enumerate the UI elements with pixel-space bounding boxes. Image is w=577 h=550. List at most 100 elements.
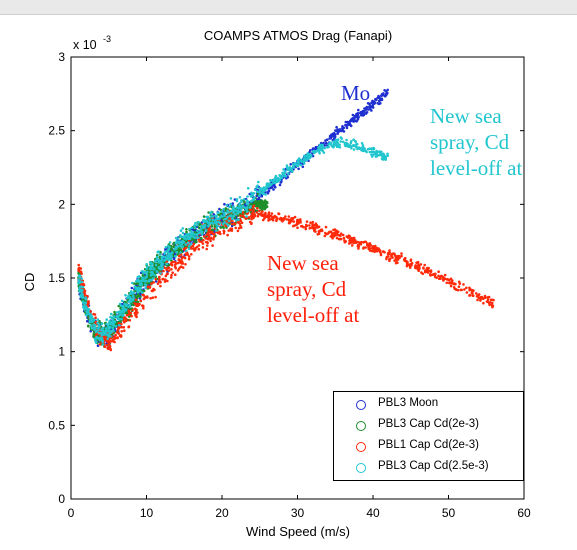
scatter-point bbox=[199, 228, 203, 231]
scatter-point bbox=[187, 232, 191, 236]
scatter-point bbox=[216, 220, 219, 224]
scatter-point bbox=[468, 288, 471, 292]
scatter-point bbox=[321, 149, 324, 152]
scatter-point bbox=[135, 279, 138, 283]
scatter-point bbox=[142, 297, 146, 301]
scatter-point bbox=[124, 293, 127, 297]
scatter-point bbox=[324, 225, 328, 229]
scatter-point bbox=[212, 238, 215, 241]
scatter-point bbox=[83, 308, 86, 311]
scatter-point bbox=[160, 258, 164, 262]
scatter-point bbox=[168, 252, 171, 256]
scatter-point bbox=[267, 217, 271, 220]
scatter-point bbox=[106, 347, 110, 351]
scatter-point bbox=[225, 217, 228, 221]
legend-entry: PBL3 Cap Cd(2e-3) bbox=[334, 417, 523, 435]
scatter-point bbox=[132, 291, 135, 294]
scatter-point bbox=[341, 140, 345, 144]
scatter-point bbox=[240, 221, 244, 225]
scatter-point bbox=[309, 149, 312, 152]
scatter-point bbox=[378, 150, 382, 153]
scatter-point bbox=[268, 182, 272, 185]
scatter-point bbox=[454, 288, 458, 291]
scatter-point bbox=[128, 319, 132, 322]
scatter-point bbox=[262, 187, 266, 191]
scatter-point bbox=[206, 244, 209, 247]
scatter-point bbox=[352, 240, 355, 244]
scatter-point bbox=[154, 295, 157, 299]
scatter-point bbox=[301, 165, 305, 169]
scatter-point bbox=[188, 244, 191, 248]
scatter-point bbox=[345, 138, 348, 142]
scatter-point bbox=[377, 102, 381, 106]
scatter-point bbox=[258, 194, 261, 197]
scatter-point bbox=[142, 306, 145, 310]
scatter-point bbox=[360, 142, 364, 145]
scatter-point bbox=[168, 255, 172, 258]
scatter-point bbox=[388, 257, 391, 261]
scatter-point bbox=[355, 119, 359, 122]
scatter-point bbox=[215, 222, 218, 226]
scatter-point bbox=[151, 265, 154, 269]
scatter-point bbox=[254, 202, 258, 205]
scatter-point bbox=[170, 251, 174, 255]
scatter-point bbox=[136, 291, 140, 294]
scatter-point bbox=[286, 167, 290, 171]
scatter-point bbox=[136, 275, 140, 279]
scatter-point bbox=[348, 144, 352, 147]
scatter-point bbox=[489, 298, 493, 302]
scatter-point bbox=[370, 153, 373, 156]
scatter-point bbox=[448, 281, 452, 285]
scatter-point bbox=[124, 308, 128, 311]
scatter-point bbox=[153, 273, 157, 277]
scatter-point bbox=[334, 232, 338, 235]
scatter-point bbox=[311, 220, 315, 224]
scatter-point bbox=[180, 237, 184, 241]
scatter-point bbox=[141, 276, 144, 279]
scatter-point bbox=[243, 200, 246, 204]
scatter-point bbox=[482, 301, 485, 305]
scatter-point bbox=[463, 288, 466, 291]
scatter-point bbox=[163, 280, 167, 283]
scatter-point bbox=[285, 218, 289, 221]
scatter-point bbox=[305, 154, 309, 158]
scatter-point bbox=[347, 120, 351, 124]
scatter-point bbox=[299, 225, 303, 228]
scatter-point bbox=[118, 323, 121, 327]
scatter-point bbox=[318, 151, 321, 155]
scatter-point bbox=[322, 151, 326, 154]
scatter-point bbox=[300, 160, 304, 164]
scatter-point bbox=[181, 245, 184, 249]
series-points bbox=[77, 136, 390, 346]
scatter-point bbox=[200, 224, 203, 228]
scatter-point bbox=[118, 302, 122, 306]
scatter-point bbox=[258, 205, 262, 208]
scatter-point bbox=[122, 326, 126, 329]
scatter-point bbox=[120, 304, 123, 308]
scatter-point bbox=[116, 330, 119, 333]
scatter-point bbox=[107, 333, 110, 336]
scatter-point bbox=[164, 257, 168, 260]
scatter-point bbox=[113, 320, 117, 323]
scatter-point bbox=[252, 192, 256, 195]
scatter-point bbox=[193, 236, 197, 239]
y-tick-label: 2.5 bbox=[48, 124, 65, 138]
scatter-point bbox=[477, 294, 480, 297]
scatter-point bbox=[279, 217, 282, 221]
scatter-point bbox=[274, 177, 278, 180]
legend-marker-circle-icon bbox=[356, 442, 366, 452]
scatter-point bbox=[160, 256, 164, 260]
y-tick-label: 1.5 bbox=[48, 271, 65, 285]
scatter-point bbox=[107, 335, 111, 338]
scatter-point bbox=[320, 143, 324, 147]
scatter-point bbox=[352, 144, 355, 147]
scatter-point bbox=[274, 186, 277, 189]
scatter-point bbox=[113, 310, 116, 314]
scatter-point bbox=[84, 305, 88, 308]
scatter-point bbox=[470, 289, 474, 292]
scatter-point bbox=[180, 265, 183, 269]
scatter-point bbox=[368, 150, 372, 154]
scatter-point bbox=[102, 333, 106, 336]
scatter-point bbox=[96, 344, 100, 348]
scatter-point bbox=[222, 226, 225, 229]
